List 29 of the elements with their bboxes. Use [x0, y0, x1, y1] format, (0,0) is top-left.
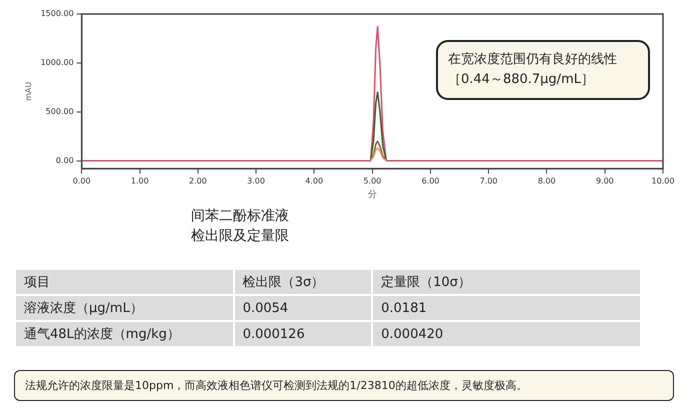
- x-tick-label: 2.00: [189, 176, 207, 186]
- text: 0.0181: [373, 296, 640, 320]
- text: 间苯二酚标准液检出限及定量限: [190, 207, 290, 246]
- callout-box: 在宽浓度范围仍有良好的线性［0.44～880.7μg/mL］: [436, 40, 650, 100]
- y-axis-title: mAU: [24, 82, 33, 101]
- text: 检出限（3σ）: [234, 270, 372, 294]
- x-tick-label: 8.00: [538, 176, 556, 186]
- x-tick-label: 10.00: [652, 176, 674, 186]
- x-tick-label: 3.00: [247, 176, 265, 186]
- text: 0.0054: [234, 296, 372, 320]
- y-tick-label: 1000.00: [40, 58, 74, 67]
- y-tick-label: 500.00: [46, 106, 74, 116]
- x-tick-label: 4.00: [305, 176, 324, 186]
- x-tick-label: 9.00: [596, 176, 614, 186]
- text: 定量限（10σ）: [373, 270, 640, 294]
- text: 项目: [16, 270, 233, 294]
- x-tick-label: 6.00: [422, 176, 440, 186]
- text: 通气48L的浓度（mg/kg）: [16, 322, 233, 346]
- text: 溶液浓度（μg/mL）: [16, 296, 233, 320]
- x-tick-label: 1.00: [130, 176, 149, 186]
- y-tick-label: 1500.00: [40, 9, 74, 18]
- y-tick-label: 0.00: [56, 156, 74, 165]
- x-axis-title: 分: [368, 188, 377, 200]
- x-tick-label: 5.00: [363, 176, 382, 186]
- text: 0.000420: [373, 322, 640, 346]
- x-tick-label: 0.00: [72, 176, 91, 186]
- text: 法规允许的浓度限量是10ppm，而高效液相色谱仪可检测到法规的1/23810的超低浓度，灵敏度极高。: [14, 370, 674, 401]
- x-tick-label: 7.00: [480, 176, 498, 186]
- text: 0.000126: [234, 322, 372, 346]
